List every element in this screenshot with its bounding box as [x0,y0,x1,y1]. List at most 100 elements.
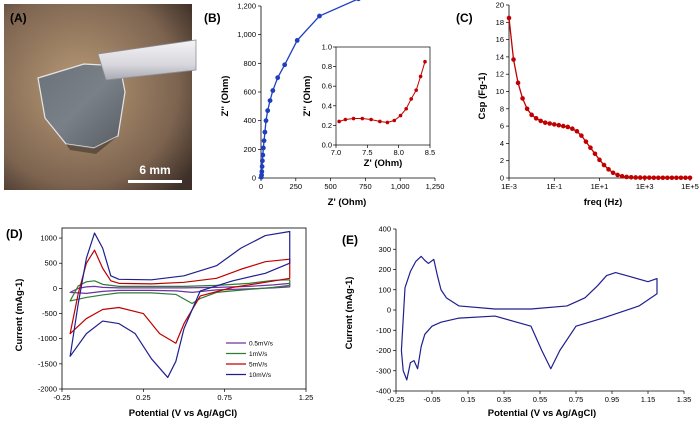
panel-e-label: (E) [342,233,358,247]
panel-c: (C) 1E-3 1E-1 1E+1 1E+3 1E+5 0 2 4 6 8 10 12 14 16 18 2… [456,1,699,209]
panel-c-data-point [588,145,593,151]
panel-b-data-point [259,158,265,164]
panel-b-inset: 7.0 7.5 8.0 8.5 0.0 0.2 0.4 0.6 0.8 1.0 Z' (Ohm) Z'… [302,43,435,170]
panel-a: (A) 6 mm [4,4,197,190]
panel-c-data-point [570,126,575,131]
panel-b-inset-frame [335,46,431,146]
panel-b-data-point [275,75,281,81]
panel-c-data-point [565,124,571,130]
panel-b-inset-x-tick-label: 7.5 [362,148,372,157]
panel-b-inset-point [398,113,403,118]
panel-c-data-point [683,175,688,181]
panel-c-axes: 1E-3 1E-1 1E+1 1E+3 1E+5 0 2 4 6 8 10 12 14 16 18 20 [496,1,699,192]
panel-c-y-tick-label: 4 [500,139,504,148]
panel-e-axes: -0.25 -0.05 0.15 0.35 0.55 0.75 0.95 1.15 1.35 40… [376,225,691,405]
panel-b-data-point [267,98,273,103]
panel-c-x-tick-label: 1E+3 [636,182,654,191]
panel-b-inset-ylabel: Z'' (Ohm) [302,76,313,117]
panel-b-x-tick-label: 0 [259,182,263,191]
panel-c-x-tick-label: 1E+1 [591,182,609,191]
panel-b-inset-point [337,119,341,124]
panel-b-data-point [259,172,264,178]
panel-e-y-tick-label: 300 [378,245,391,254]
panel-e-x-tick-label: 0.15 [461,395,476,404]
panel-c-data-point [687,175,693,181]
panel-b-inset-point [385,120,390,125]
panel-b-inset-point [360,116,365,121]
panel-b-inset-point [343,117,348,122]
panel-c-data-point [678,175,684,181]
panel-b-inset-x-tick-label: 8.5 [425,148,435,157]
panel-c-y-tick-label: 18 [496,18,504,27]
panel-d-y-tick-label: -2000 [38,385,57,394]
panel-c-data-point [597,157,602,163]
panel-d-series-10mvs [69,230,291,379]
panel-d-x-tick-label: 0.25 [136,393,151,402]
panel-b-inset-point [423,59,427,64]
panel-d-legend: 0.5mV/s 1mV/s 5mV/s 10mV/s [226,340,274,379]
panel-b-data-point [356,0,361,2]
panel-d: (D) -0.25 0.25 0.75 1.25 1000 500 0 -500 -1000 -1… [6,227,313,419]
panel-b-ylabel: Z'' (Ohm) [220,76,231,117]
panel-b-inset-x-tick-label: 8.0 [393,148,403,157]
panel-d-y-tick-label: 1000 [40,234,57,243]
scale-bar [128,180,182,183]
panel-e-xlabel: Potential (V vs Ag/AgCl) [488,408,596,419]
panel-c-data-point [619,173,625,179]
panel-b-y-tick-label: 400 [243,116,256,125]
panel-c-data-point [642,175,648,180]
panel-c-data-point [615,172,620,178]
panel-c-y-tick-label: 2 [500,156,504,165]
panel-d-ylabel: Current (mAg-1) [14,279,25,352]
tweezers-tip [97,39,197,81]
panel-b-data-point [262,129,268,135]
panel-e-x-tick-label: 0.75 [569,395,584,404]
panel-b-y-tick-label: 1,000 [237,30,256,39]
panel-c-data-point [628,175,634,180]
panel-b-inset-point [378,119,382,124]
panel-e-x-tick-label: 0.95 [605,395,620,404]
panel-c-data-point [601,162,607,168]
panel-d-x-tick-label: 1.25 [299,393,314,402]
panel-c-data-point [665,175,670,181]
panel-d-series-1mvs [69,279,291,305]
panel-b-y-tick-label: 200 [243,145,256,154]
panel-e-x-tick-label: -0.05 [423,395,440,404]
panel-c-data-point [633,175,638,180]
panel-c-data-point [660,175,666,181]
panel-b-axes: 0 250 500 750 1,000 1,250 0 200 400 600 800 1,000 1,… [237,0,444,191]
panel-c-data-point [515,80,521,86]
panel-d-frame [61,227,307,390]
panel-c-y-tick-label: 8 [500,104,504,113]
panel-e-y-tick-label: -300 [376,366,391,375]
panel-c-data-point [551,122,557,127]
panel-b-inset-xlabel: Z' (Ohm) [364,158,403,169]
panel-e-x-tick-label: 0.35 [497,395,512,404]
panel-b-inset-point [351,116,356,121]
panel-a-label: (A) [10,11,27,25]
panel-b-data-point [260,145,266,151]
panel-b-inset-point [392,118,397,123]
panel-d-y-tick-label: -1000 [38,334,57,343]
panel-c-data-point [606,167,611,172]
panel-e-y-tick-label: 400 [378,225,391,234]
panel-b: (B) 0 250 500 750 1,000 1,250 0 200 400 600 800 1,0… [204,0,444,208]
panel-d-axes: -0.25 0.25 0.75 1.25 1000 500 0 -500 -1000 -1500 -… [38,227,314,402]
panel-d-y-tick-label: -500 [42,309,57,318]
scale-bar-label: 6 mm [139,163,170,177]
panel-b-x-tick-label: 750 [359,182,372,191]
panel-c-data-point [646,175,652,180]
panel-d-legend-label: 5mV/s [249,361,268,368]
panel-e-y-tick-label: 200 [378,265,391,274]
panel-c-data-point [674,175,679,181]
panel-b-data-point [294,38,300,43]
panel-c-data-point [511,57,516,62]
panel-b-data-point [317,13,322,19]
panel-b-xlabel: Z' (Ohm) [328,197,367,208]
panel-e-ylabel: Current (mAg-1) [344,277,355,350]
panel-c-x-tick-label: 1E-1 [546,182,562,191]
panel-d-xlabel: Potential (V vs Ag/AgCl) [129,408,237,419]
panel-c-y-tick-label: 0 [500,174,504,183]
panel-b-y-tick-label: 600 [243,88,256,97]
panel-c-y-tick-label: 14 [496,52,504,61]
